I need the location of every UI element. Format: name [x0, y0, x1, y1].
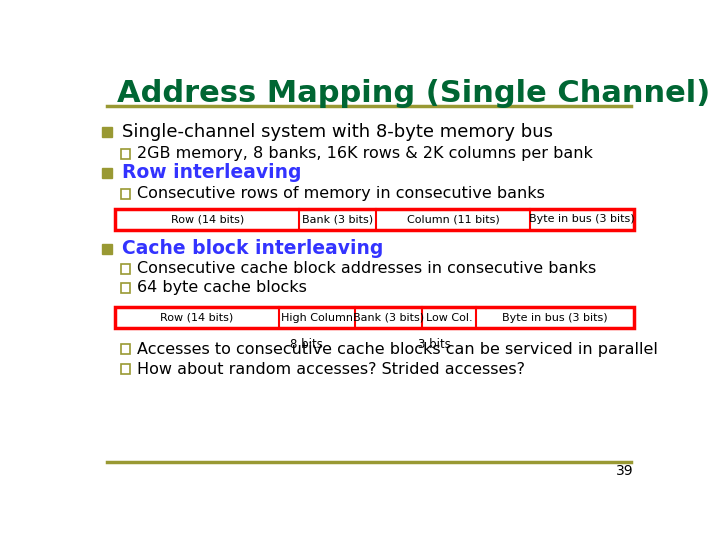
Text: Row (14 bits): Row (14 bits)	[161, 313, 233, 322]
Text: Consecutive rows of memory in consecutive banks: Consecutive rows of memory in consecutiv…	[138, 186, 545, 201]
FancyBboxPatch shape	[115, 307, 634, 328]
Text: Address Mapping (Single Channel): Address Mapping (Single Channel)	[117, 79, 710, 109]
Text: Accesses to consecutive cache blocks can be serviced in parallel: Accesses to consecutive cache blocks can…	[138, 342, 658, 357]
Text: 39: 39	[616, 464, 634, 478]
Bar	[121, 364, 130, 374]
Text: Cache block interleaving: Cache block interleaving	[122, 239, 384, 258]
Text: Single-channel system with 8-byte memory bus: Single-channel system with 8-byte memory…	[122, 123, 554, 141]
Text: Bank (3 bits): Bank (3 bits)	[302, 214, 373, 225]
Text: Byte in bus (3 bits): Byte in bus (3 bits)	[503, 313, 608, 322]
Text: 3 bits: 3 bits	[418, 339, 451, 352]
Bar	[121, 344, 130, 354]
Text: Row (14 bits): Row (14 bits)	[171, 214, 244, 225]
Text: High Column: High Column	[281, 313, 353, 322]
Text: Bank (3 bits): Bank (3 bits)	[353, 313, 424, 322]
Text: How about random accesses? Strided accesses?: How about random accesses? Strided acces…	[138, 362, 526, 377]
Bar	[121, 149, 130, 159]
FancyBboxPatch shape	[115, 209, 634, 230]
Bar	[121, 264, 130, 274]
Text: 8 bits: 8 bits	[290, 339, 323, 352]
Text: Consecutive cache block addresses in consecutive banks: Consecutive cache block addresses in con…	[138, 261, 597, 276]
Text: 2GB memory, 8 banks, 16K rows & 2K columns per bank: 2GB memory, 8 banks, 16K rows & 2K colum…	[138, 146, 593, 161]
Bar	[121, 282, 130, 293]
Text: 64 byte cache blocks: 64 byte cache blocks	[138, 280, 307, 295]
Text: Low Col.: Low Col.	[426, 313, 472, 322]
Text: Row interleaving: Row interleaving	[122, 164, 302, 183]
Text: Byte in bus (3 bits): Byte in bus (3 bits)	[529, 214, 635, 225]
Text: Column (11 bits): Column (11 bits)	[407, 214, 500, 225]
Bar	[121, 188, 130, 199]
